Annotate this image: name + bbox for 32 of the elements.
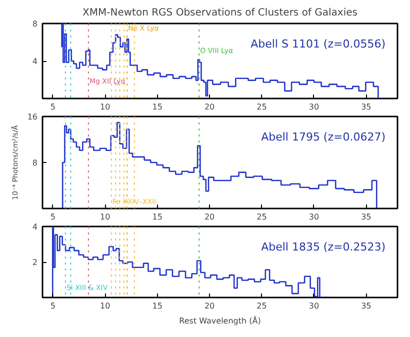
y-tick-label: 8 xyxy=(32,158,38,168)
annotation: Abell S 1101 (z=0.0556) xyxy=(250,38,386,50)
x-tick-label: 15 xyxy=(152,102,162,112)
x-tick-label: 35 xyxy=(361,302,372,310)
y-tick-label: 4 xyxy=(32,57,38,66)
x-tick-label: 20 xyxy=(204,212,215,222)
x-tick-label: 35 xyxy=(361,102,372,112)
x-tick-label: 30 xyxy=(308,212,320,222)
annotation: Abell 1795 (z=0.0627) xyxy=(261,130,386,144)
x-tick-label: 25 xyxy=(256,102,267,112)
x-tick-label: 5 xyxy=(50,102,56,112)
y-tick-label: 8 xyxy=(32,20,38,28)
y-tick-label: 4 xyxy=(32,222,38,232)
annotation: Abell 1835 (z=0.2523) xyxy=(261,240,386,254)
x-tick-label: 20 xyxy=(204,302,215,310)
x-tick-label: 5 xyxy=(50,212,56,222)
x-tick-label: 30 xyxy=(308,102,320,112)
chart-title: XMM-Newton RGS Observations of Clusters of Galaxies xyxy=(82,8,358,18)
x-axis-title: Rest Wavelength (Å) xyxy=(179,316,261,326)
x-tick-label: 10 xyxy=(100,212,110,222)
x-tick-label: 5 xyxy=(50,302,56,310)
x-tick-label: 10 xyxy=(100,302,110,310)
x-tick-label: 15 xyxy=(152,302,162,310)
y-tick-label: 2 xyxy=(32,258,38,267)
x-tick-label: 15 xyxy=(152,212,162,222)
y-tick-label: 16 xyxy=(27,112,38,122)
x-tick-label: 25 xyxy=(256,212,267,222)
x-tick-label: 20 xyxy=(204,102,215,112)
x-tick-label: 10 xyxy=(100,102,110,112)
x-tick-label: 30 xyxy=(308,302,320,310)
x-tick-label: 25 xyxy=(256,302,267,310)
x-tick-label: 35 xyxy=(361,212,372,222)
